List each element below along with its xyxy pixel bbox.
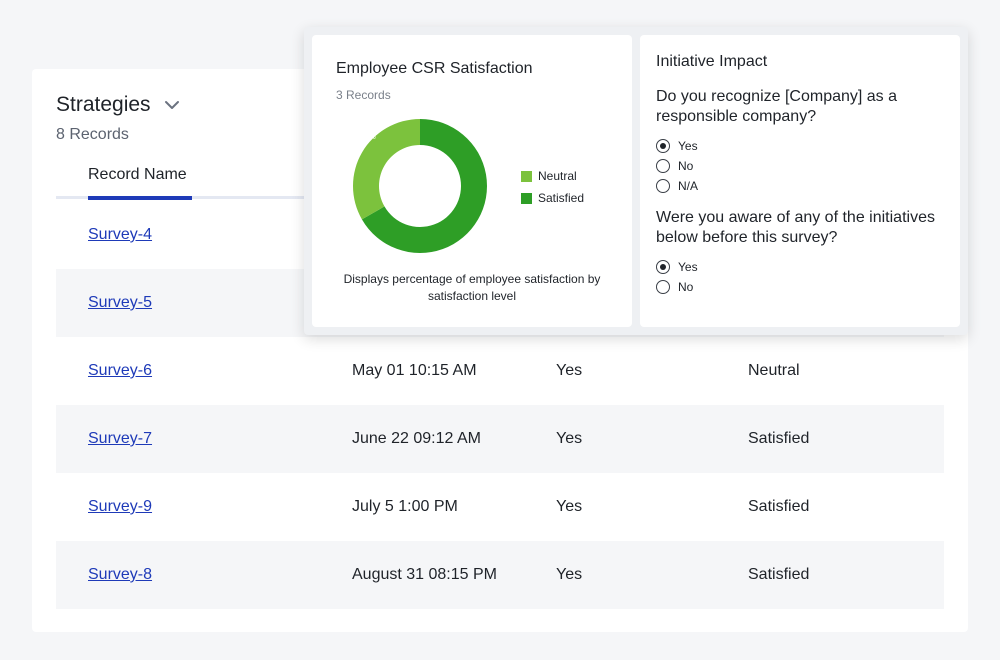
q1-option-yes[interactable]: Yes: [656, 136, 698, 156]
record-link[interactable]: Survey-6: [88, 362, 153, 379]
chart-legend: Neutral Satisfied: [521, 169, 584, 213]
chart-caption: Displays percentage of employee satisfac…: [343, 272, 601, 303]
radio-button[interactable]: [656, 179, 670, 193]
row-satisfaction: Satisfied: [748, 566, 810, 583]
option-label: Yes: [678, 139, 698, 153]
legend-item-neutral[interactable]: Neutral: [521, 169, 584, 183]
row-answer: Yes: [556, 566, 583, 583]
chevron-down-icon[interactable]: [163, 96, 181, 114]
option-label: No: [678, 159, 694, 173]
table-row: Survey-7 June 22 09:12 AM Yes Satisfied: [56, 405, 944, 473]
record-link[interactable]: Survey-5: [88, 294, 153, 311]
record-link[interactable]: Survey-7: [88, 430, 153, 447]
slice-label: 33.3%: [356, 134, 376, 141]
record-count: 8 Records: [56, 126, 129, 143]
table-row: Survey-6 May 01 10:15 AM Yes Neutral: [56, 337, 944, 405]
q1-option-na[interactable]: N/A: [656, 176, 698, 196]
row-date: May 01 10:15 AM: [352, 362, 477, 379]
question-1: Do you recognize [Company] as a responsi…: [656, 88, 898, 125]
chart-record-count: 3 Records: [336, 88, 391, 102]
row-date: August 31 08:15 PM: [352, 566, 497, 583]
donut-slice-satisfied[interactable]: [361, 119, 487, 253]
radio-button[interactable]: [656, 159, 670, 173]
record-link[interactable]: Survey-9: [88, 498, 153, 515]
question-1-options: Yes No N/A: [656, 136, 698, 196]
q2-option-no[interactable]: No: [656, 277, 698, 297]
row-satisfaction: Satisfied: [748, 430, 810, 447]
legend-label: Neutral: [538, 169, 577, 183]
row-answer: Yes: [556, 430, 583, 447]
row-date: June 22 09:12 AM: [352, 430, 481, 447]
record-link[interactable]: Survey-8: [88, 566, 153, 583]
row-answer: Yes: [556, 362, 583, 379]
option-label: Yes: [678, 260, 698, 274]
donut-slice-neutral[interactable]: [353, 119, 420, 220]
legend-swatch: [521, 170, 532, 182]
radio-button[interactable]: [656, 260, 670, 274]
radio-button[interactable]: [656, 139, 670, 153]
table-row: Survey-9 July 5 1:00 PM Yes Satisfied: [56, 473, 944, 541]
question-2: Were you aware of any of the initiatives…: [656, 209, 935, 246]
table-row: Survey-4: [56, 201, 944, 269]
q2-option-yes[interactable]: Yes: [656, 257, 698, 277]
form-title: Initiative Impact: [656, 53, 768, 70]
donut-chart: 66.7% 33.3%: [353, 119, 488, 253]
dashboard-overlay: Employee CSR Satisfaction 3 Records 66.7…: [304, 27, 968, 335]
legend-label: Satisfied: [538, 191, 585, 205]
q1-option-no[interactable]: No: [656, 156, 698, 176]
survey-form-card: Initiative Impact Do you recognize [Comp…: [640, 35, 960, 327]
record-link[interactable]: Survey-4: [88, 226, 153, 243]
chart-title: Employee CSR Satisfaction: [336, 60, 533, 77]
slice-label: 66.7%: [470, 238, 488, 245]
list-title: Strategies: [56, 93, 151, 116]
row-date: July 5 1:00 PM: [352, 498, 458, 515]
row-satisfaction: Satisfied: [748, 498, 810, 515]
option-label: No: [678, 280, 694, 294]
active-column-indicator: [88, 196, 192, 200]
legend-swatch: [521, 192, 532, 204]
question-2-options: Yes No: [656, 257, 698, 297]
legend-item-satisfied[interactable]: Satisfied: [521, 191, 584, 205]
option-label: N/A: [678, 179, 699, 193]
chart-card: Employee CSR Satisfaction 3 Records 66.7…: [312, 35, 632, 327]
table-row: Survey-8 August 31 08:15 PM Yes Satisfie…: [56, 541, 944, 609]
list-header[interactable]: Strategies: [56, 93, 181, 117]
radio-button[interactable]: [656, 280, 670, 294]
column-header-record-name[interactable]: Record Name: [88, 166, 187, 183]
row-answer: Yes: [556, 498, 583, 515]
row-satisfaction: Neutral: [748, 362, 800, 379]
